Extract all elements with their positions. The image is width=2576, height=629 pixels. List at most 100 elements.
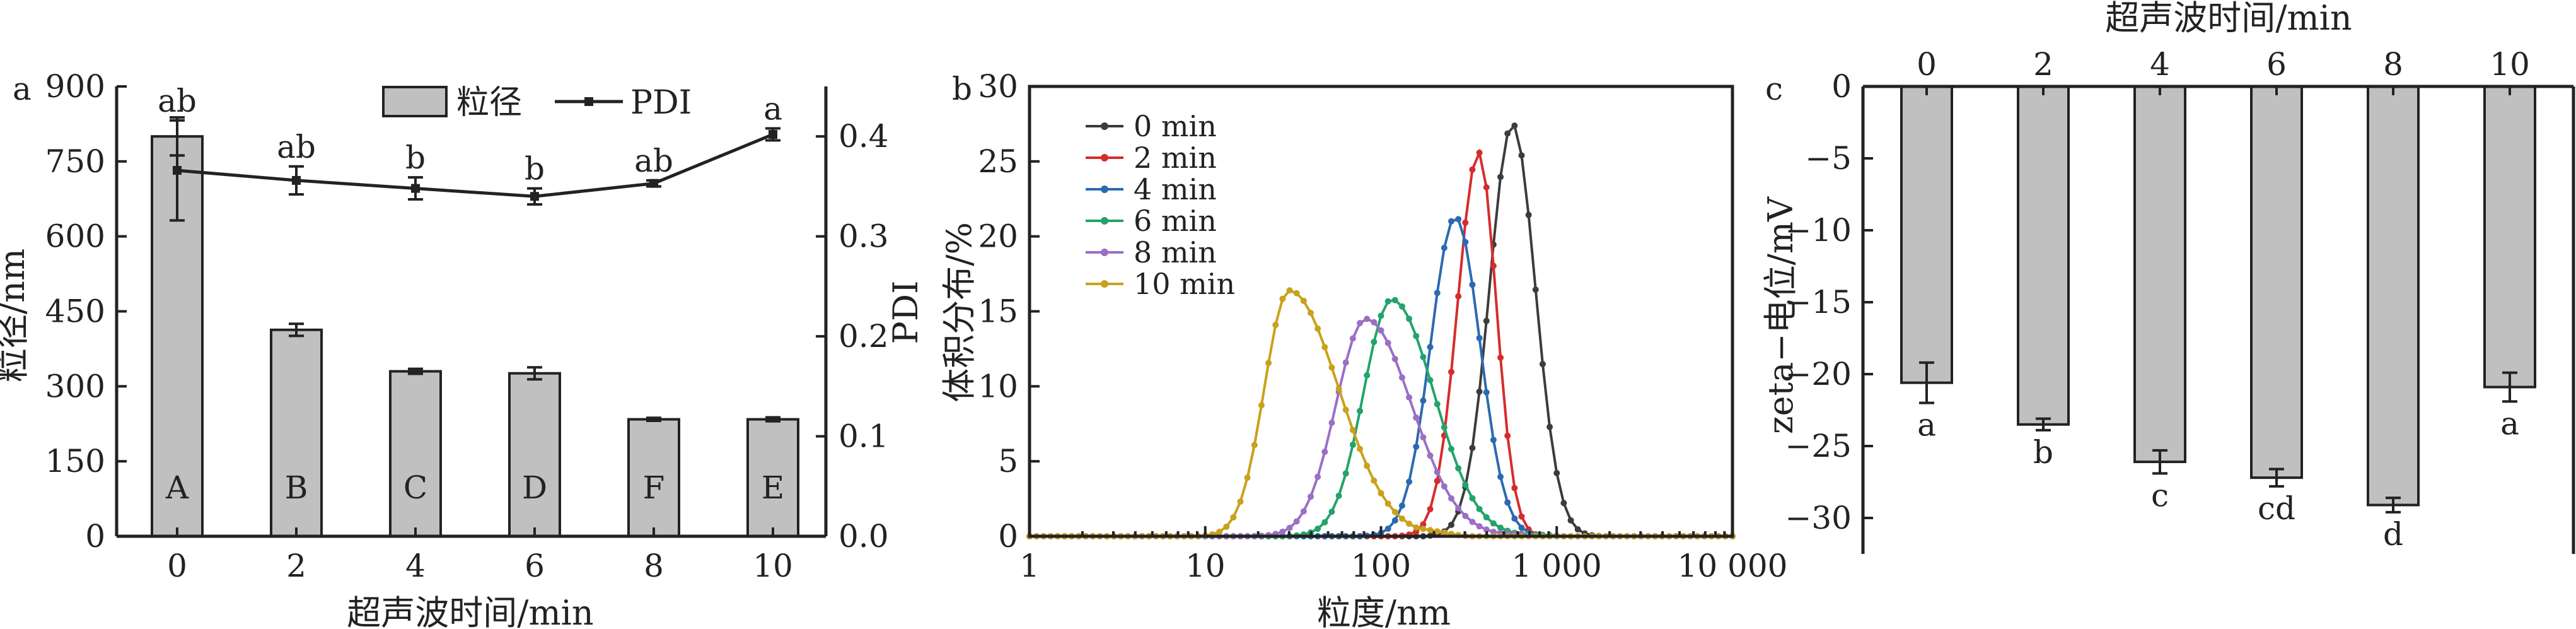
b-series-point: [1420, 397, 1427, 404]
a-bar: [508, 372, 561, 538]
b-legend-marker: [1101, 280, 1108, 288]
b-series-point: [1567, 517, 1574, 524]
c-bar-letter: a: [2500, 405, 2519, 442]
b-series-point: [1371, 338, 1378, 345]
b-series-point: [1427, 452, 1434, 459]
b-series-point: [1384, 339, 1391, 346]
a-pdi-polyline: [177, 132, 774, 198]
b-series-point: [1286, 287, 1293, 294]
b-series-point: [1476, 149, 1483, 156]
b-series-point: [1504, 130, 1511, 137]
b-legend-label: 0 min: [1134, 109, 1217, 143]
b-series-point: [1483, 184, 1490, 191]
b-ytick-label: 0: [998, 518, 1018, 555]
b-series-point: [1398, 303, 1405, 310]
b-ytick-label: 25: [978, 143, 1018, 180]
b-series-point: [1349, 426, 1356, 433]
a-xtick-label: 10: [753, 548, 793, 584]
a-ytick-right-label: 0.3: [838, 218, 889, 255]
a-ytick-right-label: 0.1: [838, 418, 889, 455]
b-series-point: [1321, 344, 1328, 351]
b-ylabel: 体积分布/%: [939, 222, 979, 403]
b-series-point: [1434, 528, 1441, 535]
b-series-point: [1357, 408, 1364, 414]
a-ylabel-right: PDI: [886, 281, 925, 344]
b-series-point: [1518, 152, 1525, 159]
b-series-point: [1398, 374, 1405, 381]
c-ytick-label: −15: [1785, 284, 1852, 320]
c-axes: 0 −5 −10 −15 −20 −25 −30 0 2 4 6 8 10: [1785, 46, 2575, 554]
a-pdi-letter: a: [763, 91, 782, 127]
b-series-point: [1378, 312, 1384, 319]
c-xtick-label: 0: [1917, 46, 1937, 83]
b-series-point: [1258, 402, 1265, 409]
b-series-point: [1483, 514, 1490, 520]
b-series-point: [1314, 325, 1321, 332]
a-ytick-right-label: 0.0: [838, 518, 889, 555]
b-series-point: [1427, 506, 1434, 513]
b-series-point: [1532, 286, 1539, 293]
b-series-point: [1279, 528, 1286, 535]
b-series-point: [1490, 262, 1497, 269]
b-series-point: [1546, 423, 1553, 430]
a-ytick-left-label: 300: [45, 368, 105, 404]
b-series-point: [1272, 322, 1279, 329]
c-bar: [1900, 85, 1953, 384]
a-xtick-label: 0: [167, 548, 187, 584]
b-ytick-label: 30: [978, 68, 1018, 105]
b-series-point: [1349, 335, 1356, 342]
c-bar-letter: c: [2151, 477, 2169, 514]
b-series-point: [1455, 505, 1462, 512]
b-series-point: [1476, 388, 1483, 395]
b-series-point: [1265, 360, 1272, 367]
c-bar: [2483, 85, 2536, 389]
b-series-point: [1384, 298, 1391, 305]
b-series-point: [1420, 526, 1427, 532]
c-ylabel: zeta−电位/mV: [1761, 196, 1801, 434]
c-bars: a b c cd d a: [1900, 85, 2536, 553]
b-legend-label: 10 min: [1134, 267, 1235, 301]
a-xlabel: 超声波时间/min: [347, 593, 593, 629]
b-xtick-label: 100: [1351, 548, 1411, 584]
b-series-point: [1308, 493, 1314, 500]
b-series-point: [1300, 297, 1307, 304]
panel-b-label: b: [952, 71, 972, 107]
b-series-point: [1223, 523, 1230, 530]
b-series-point: [1321, 519, 1328, 526]
b-series: [1026, 122, 1736, 539]
a-bar-letter: D: [522, 469, 547, 506]
b-series-point: [1216, 529, 1223, 536]
b-series-point: [1455, 465, 1462, 472]
c-ytick-label: −30: [1785, 500, 1852, 536]
b-legend-marker: [1101, 154, 1108, 162]
a-ytick-left-label: 750: [45, 143, 105, 180]
a-ytick-left-label: 600: [45, 218, 105, 255]
b-series-point: [1420, 353, 1427, 360]
legend-line-marker: [584, 97, 593, 106]
b-series-point: [1469, 166, 1476, 173]
b-series-point: [1357, 320, 1364, 327]
b-series-point: [1293, 518, 1300, 525]
b-series-point: [1448, 521, 1454, 528]
a-ytick-left-label: 150: [45, 443, 105, 479]
b-series-point: [1518, 524, 1525, 531]
b-series-point: [1321, 449, 1328, 456]
a-axes: 0 150 300 450 600 750 900 0.0 0.1 0.2 0.3 0.4 0 2 4 6 8 1…: [45, 68, 889, 584]
b-series-point: [1455, 216, 1462, 223]
b-series-point: [1391, 297, 1398, 303]
b-series-point: [1335, 492, 1342, 499]
b-ytick-label: 20: [978, 218, 1018, 255]
b-series-point: [1335, 385, 1342, 392]
b-series-point: [1497, 524, 1504, 531]
b-series-point: [1391, 517, 1398, 524]
a-xtick-label: 8: [644, 548, 664, 584]
b-series-point: [1476, 505, 1483, 512]
b-series-point: [1483, 317, 1490, 324]
panel-a-label: a: [13, 71, 32, 107]
legend-line-label: PDI: [630, 84, 692, 122]
a-ylabel-left: 粒径/nm: [0, 249, 32, 382]
c-bar: [2250, 85, 2303, 479]
